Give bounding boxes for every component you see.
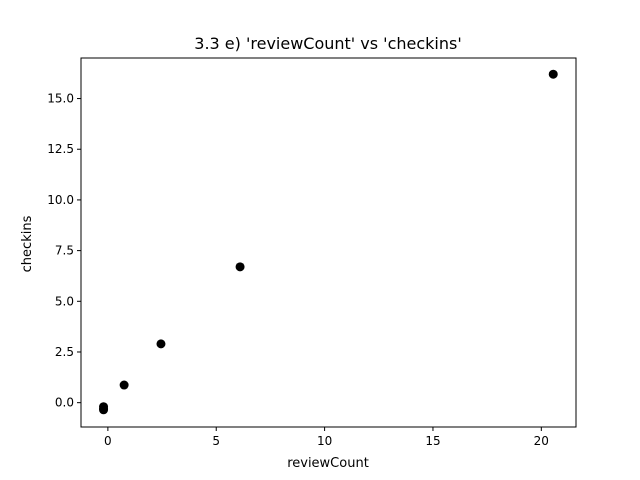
data-point bbox=[119, 380, 129, 390]
chart-title: 3.3 e) 'reviewCount' vs 'checkins' bbox=[194, 34, 461, 53]
y-tick-label: 15.0 bbox=[47, 92, 74, 106]
x-tick-label: 20 bbox=[534, 434, 549, 448]
y-tick-label: 12.5 bbox=[47, 142, 74, 156]
data-point bbox=[99, 405, 109, 415]
y-tick-label: 2.5 bbox=[55, 345, 74, 359]
y-tick-label: 10.0 bbox=[47, 193, 74, 207]
x-tick-label: 5 bbox=[212, 434, 220, 448]
data-point bbox=[548, 69, 558, 79]
y-tick-label: 0.0 bbox=[55, 396, 74, 410]
data-point bbox=[235, 262, 245, 272]
x-axis-label: reviewCount bbox=[287, 456, 369, 471]
axes-frame bbox=[80, 57, 577, 428]
y-axis-label: checkins bbox=[20, 215, 35, 272]
data-point bbox=[156, 339, 166, 349]
y-tick-label: 5.0 bbox=[55, 294, 74, 308]
x-tick-label: 15 bbox=[425, 434, 440, 448]
x-tick-label: 10 bbox=[317, 434, 332, 448]
x-tick-label: 0 bbox=[104, 434, 112, 448]
plot-area: 0 5 10 15 20 0.0 2.5 5.0 7.5 10.0 12.5 15.0 bbox=[47, 57, 577, 448]
y-tick-label: 7.5 bbox=[55, 244, 74, 258]
